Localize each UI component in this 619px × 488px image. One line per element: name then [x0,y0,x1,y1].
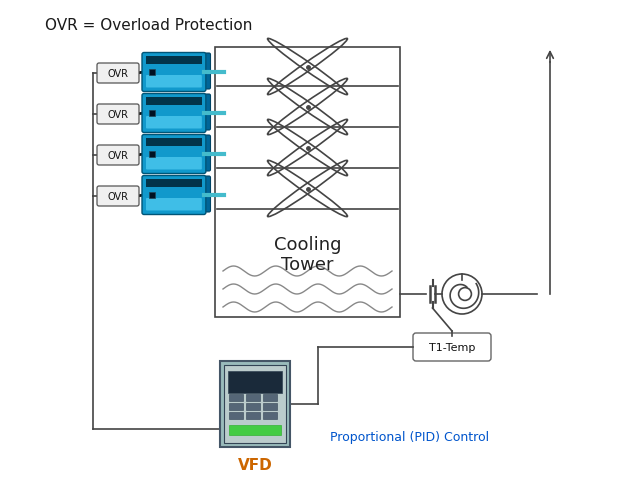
Bar [263,403,277,410]
Bar [263,412,277,419]
Text: OVR: OVR [108,192,129,202]
FancyBboxPatch shape [146,158,202,170]
Bar [146,57,202,65]
Bar [224,365,286,443]
Text: OVR: OVR [108,69,129,79]
Bar [149,70,155,76]
FancyBboxPatch shape [142,53,206,92]
FancyBboxPatch shape [142,135,206,174]
FancyBboxPatch shape [97,64,139,84]
FancyBboxPatch shape [97,146,139,165]
Bar [229,412,243,419]
Bar [246,403,260,410]
Text: Cooling
Tower: Cooling Tower [274,235,341,274]
FancyBboxPatch shape [147,177,210,213]
Bar [229,403,243,410]
FancyBboxPatch shape [97,186,139,206]
Bar [149,152,155,158]
Text: T1-Temp: T1-Temp [429,342,475,352]
Text: OVR = Overload Protection: OVR = Overload Protection [45,18,253,33]
Bar [228,371,282,393]
Bar [146,179,202,188]
FancyBboxPatch shape [142,94,206,133]
Bar [246,412,260,419]
FancyBboxPatch shape [146,199,202,211]
Bar [149,111,155,117]
FancyBboxPatch shape [146,76,202,88]
Bar [220,361,290,447]
FancyBboxPatch shape [142,176,206,215]
Bar [246,394,260,401]
Bar [146,138,202,147]
Text: OVR: OVR [108,151,129,161]
Bar [229,425,281,435]
FancyBboxPatch shape [413,333,491,361]
FancyBboxPatch shape [147,95,210,131]
Bar [263,394,277,401]
Bar [146,97,202,106]
Bar [215,48,400,317]
Text: Proportional (PID) Control: Proportional (PID) Control [330,430,489,444]
Text: OVR: OVR [108,110,129,120]
Text: VFD: VFD [238,457,272,472]
FancyBboxPatch shape [147,54,210,90]
Bar [149,193,155,199]
FancyBboxPatch shape [147,136,210,172]
FancyBboxPatch shape [97,105,139,125]
FancyBboxPatch shape [146,117,202,129]
Bar [229,394,243,401]
